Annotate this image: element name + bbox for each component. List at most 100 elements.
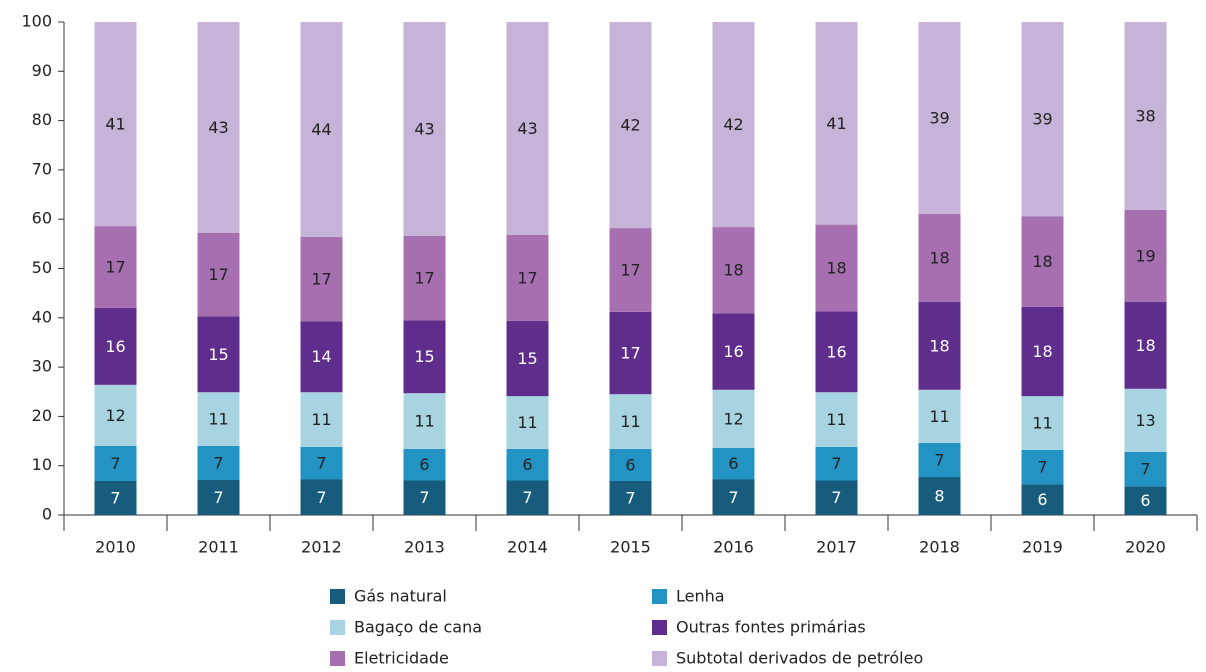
value-label: 11: [929, 407, 949, 426]
value-label: 7: [419, 488, 429, 507]
bar-segment: [197, 479, 240, 515]
bar-segment: [1124, 388, 1167, 452]
value-label: 43: [208, 118, 228, 137]
bar-segment: [1021, 306, 1064, 397]
legend-swatch: [652, 589, 667, 604]
value-label: 17: [414, 269, 434, 288]
x-tick-label: 2017: [816, 538, 857, 557]
value-label: 43: [517, 119, 537, 138]
value-label: 6: [1140, 491, 1150, 510]
bar-segment: [300, 22, 343, 237]
bar-segment: [1124, 302, 1167, 389]
legend-swatch: [652, 620, 667, 635]
y-tick-label: 70: [32, 159, 52, 178]
value-label: 17: [208, 265, 228, 284]
value-label: 19: [1135, 246, 1155, 265]
value-label: 18: [1032, 342, 1052, 361]
bar-segment: [918, 389, 961, 444]
x-tick-label: 2010: [95, 538, 136, 557]
bar-segment: [403, 448, 446, 481]
bar-segment: [815, 224, 858, 312]
value-label: 41: [826, 114, 846, 133]
bar-segment: [918, 22, 961, 214]
bar-segment: [506, 234, 549, 321]
value-label: 18: [929, 336, 949, 355]
bar-segment: [94, 445, 137, 481]
bar-segment: [506, 396, 549, 449]
bar-segment: [609, 480, 652, 515]
value-label: 7: [1140, 460, 1150, 479]
value-label: 8: [934, 487, 944, 506]
bar-segment: [197, 445, 240, 480]
value-label: 11: [826, 410, 846, 429]
bar-segment: [1124, 486, 1167, 515]
value-label: 12: [723, 409, 743, 428]
bar-segment: [815, 311, 858, 393]
bar-segment: [609, 228, 652, 312]
bar-segment: [1124, 451, 1167, 487]
value-label: 7: [110, 454, 120, 473]
bar-segment: [300, 479, 343, 515]
y-tick-label: 30: [32, 357, 52, 376]
value-label: 6: [1037, 490, 1047, 509]
bar-segment: [609, 394, 652, 449]
bar-segment: [506, 480, 549, 515]
value-label: 15: [208, 345, 228, 364]
value-label: 39: [929, 108, 949, 127]
bar-segment: [94, 307, 137, 385]
bar-segment: [918, 302, 961, 390]
value-label: 6: [625, 455, 635, 474]
bar-segment: [712, 227, 755, 314]
bar-segment: [712, 479, 755, 515]
y-tick-label: 90: [32, 61, 52, 80]
y-tick-label: 10: [32, 455, 52, 474]
bar-segment: [94, 480, 137, 515]
y-tick-label: 60: [32, 209, 52, 228]
value-label: 14: [311, 347, 331, 366]
bar-segment: [1021, 22, 1064, 217]
bar-segment: [300, 446, 343, 480]
value-label: 7: [625, 488, 635, 507]
bar-segment: [506, 22, 549, 235]
value-label: 11: [414, 412, 434, 431]
value-label: 11: [517, 413, 537, 432]
x-tick-label: 2019: [1022, 538, 1063, 557]
legend-swatch: [330, 589, 345, 604]
value-label: 11: [208, 410, 228, 429]
value-label: 7: [831, 488, 841, 507]
bar-segment: [197, 316, 240, 393]
y-tick-label: 100: [21, 12, 52, 31]
bar-segment: [918, 477, 961, 515]
value-label: 15: [414, 347, 434, 366]
value-label: 17: [311, 270, 331, 289]
bar-segment: [712, 313, 755, 390]
legend-label: Bagaço de cana: [354, 618, 482, 637]
bar-segment: [300, 236, 343, 322]
x-tick-label: 2012: [301, 538, 342, 557]
value-label: 7: [110, 488, 120, 507]
x-tick-label: 2014: [507, 538, 548, 557]
value-label: 7: [213, 488, 223, 507]
bar-segment: [1124, 22, 1167, 210]
bar-segment: [403, 235, 446, 321]
bar-segment: [918, 443, 961, 478]
value-label: 17: [620, 260, 640, 279]
bar-segment: [815, 22, 858, 225]
bar-segment: [815, 446, 858, 481]
bar-segment: [403, 480, 446, 515]
value-label: 16: [826, 342, 846, 361]
x-tick-label: 2015: [610, 538, 651, 557]
bar-segment: [506, 448, 549, 481]
y-tick-label: 0: [42, 505, 52, 524]
x-tick-label: 2020: [1125, 538, 1166, 557]
bar-segment: [94, 22, 137, 227]
bar-segment: [506, 320, 549, 397]
bar-segment: [712, 389, 755, 448]
bar-segment: [403, 22, 446, 236]
legend-swatch: [330, 651, 345, 666]
value-label: 7: [316, 454, 326, 473]
value-label: 17: [517, 268, 537, 287]
value-label: 18: [723, 261, 743, 280]
bar-segment: [1021, 396, 1064, 450]
value-label: 38: [1135, 106, 1155, 125]
